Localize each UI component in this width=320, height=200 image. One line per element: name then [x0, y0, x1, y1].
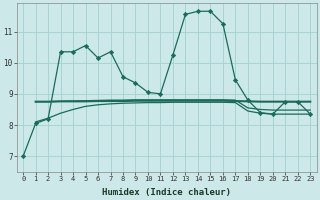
- X-axis label: Humidex (Indice chaleur): Humidex (Indice chaleur): [102, 188, 231, 197]
